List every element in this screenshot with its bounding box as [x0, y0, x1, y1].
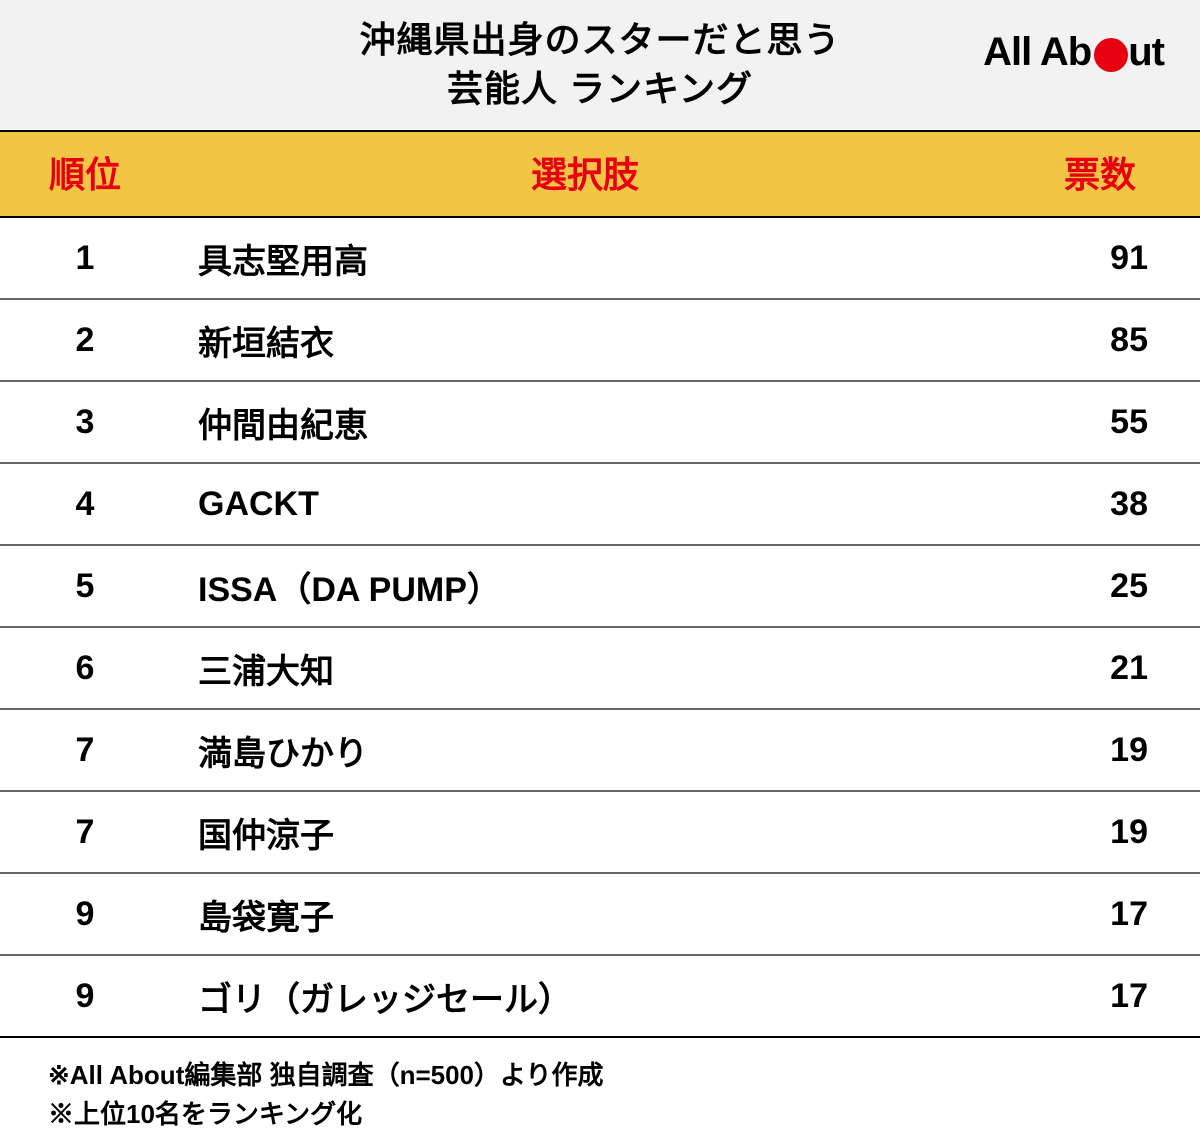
cell-votes: 21 — [1000, 627, 1200, 709]
cell-votes: 17 — [1000, 955, 1200, 1037]
cell-votes: 25 — [1000, 545, 1200, 627]
cell-name: 具志堅用高 — [170, 217, 1000, 299]
cell-name: GACKT — [170, 463, 1000, 545]
table-body: 1具志堅用高912新垣結衣853仲間由紀恵554GACKT385ISSA（DA … — [0, 217, 1200, 1037]
title-line-1: 沖縄県出身のスターだと思う — [359, 19, 840, 60]
cell-name: ゴリ（ガレッジセール） — [170, 955, 1000, 1037]
title-line-2: 芸能人 ランキング — [447, 68, 753, 109]
table-row: 7満島ひかり19 — [0, 709, 1200, 791]
table-row: 2新垣結衣85 — [0, 299, 1200, 381]
table-row: 4GACKT38 — [0, 463, 1200, 545]
table-row: 9島袋寛子17 — [0, 873, 1200, 955]
cell-rank: 4 — [0, 463, 170, 545]
cell-votes: 85 — [1000, 299, 1200, 381]
cell-rank: 3 — [0, 381, 170, 463]
cell-votes: 55 — [1000, 381, 1200, 463]
page-title: 沖縄県出身のスターだと思う 芸能人 ランキング — [359, 16, 840, 113]
cell-name: 新垣結衣 — [170, 299, 1000, 381]
table-row: 1具志堅用高91 — [0, 217, 1200, 299]
cell-name: 三浦大知 — [170, 627, 1000, 709]
ranking-table-card: 沖縄県出身のスターだと思う 芸能人 ランキング All Ab ut 順位 選択肢… — [0, 0, 1200, 1134]
col-header-rank: 順位 — [0, 131, 170, 217]
cell-rank: 9 — [0, 873, 170, 955]
cell-name: 仲間由紀恵 — [170, 381, 1000, 463]
cell-rank: 6 — [0, 627, 170, 709]
table-row: 3仲間由紀恵55 — [0, 381, 1200, 463]
logo-dot-icon — [1094, 38, 1128, 72]
cell-rank: 1 — [0, 217, 170, 299]
logo-text-prefix: All Ab — [983, 30, 1091, 75]
table-row: 9ゴリ（ガレッジセール）17 — [0, 955, 1200, 1037]
col-header-name: 選択肢 — [170, 131, 1000, 217]
table-header-row: 順位 選択肢 票数 — [0, 131, 1200, 217]
footnotes: ※All About編集部 独自調査（n=500）より作成 ※上位10名をランキ… — [0, 1038, 1200, 1134]
cell-name: ISSA（DA PUMP） — [170, 545, 1000, 627]
cell-votes: 91 — [1000, 217, 1200, 299]
footnote-line-2: ※上位10名をランキング化 — [48, 1095, 1200, 1134]
table-row: 6三浦大知21 — [0, 627, 1200, 709]
cell-rank: 7 — [0, 709, 170, 791]
col-header-votes: 票数 — [1000, 131, 1200, 217]
cell-name: 島袋寛子 — [170, 873, 1000, 955]
cell-rank: 5 — [0, 545, 170, 627]
cell-name: 国仲涼子 — [170, 791, 1000, 873]
allabout-logo: All Ab ut — [983, 30, 1164, 75]
table-row: 5ISSA（DA PUMP）25 — [0, 545, 1200, 627]
cell-votes: 19 — [1000, 709, 1200, 791]
cell-rank: 9 — [0, 955, 170, 1037]
footnote-line-1: ※All About編集部 独自調査（n=500）より作成 — [48, 1056, 1200, 1095]
cell-rank: 7 — [0, 791, 170, 873]
header-area: 沖縄県出身のスターだと思う 芸能人 ランキング All Ab ut — [0, 0, 1200, 130]
ranking-table: 順位 選択肢 票数 1具志堅用高912新垣結衣853仲間由紀恵554GACKT3… — [0, 130, 1200, 1038]
cell-votes: 19 — [1000, 791, 1200, 873]
table-row: 7国仲涼子19 — [0, 791, 1200, 873]
cell-name: 満島ひかり — [170, 709, 1000, 791]
logo-text-suffix: ut — [1128, 30, 1164, 75]
cell-rank: 2 — [0, 299, 170, 381]
cell-votes: 17 — [1000, 873, 1200, 955]
cell-votes: 38 — [1000, 463, 1200, 545]
